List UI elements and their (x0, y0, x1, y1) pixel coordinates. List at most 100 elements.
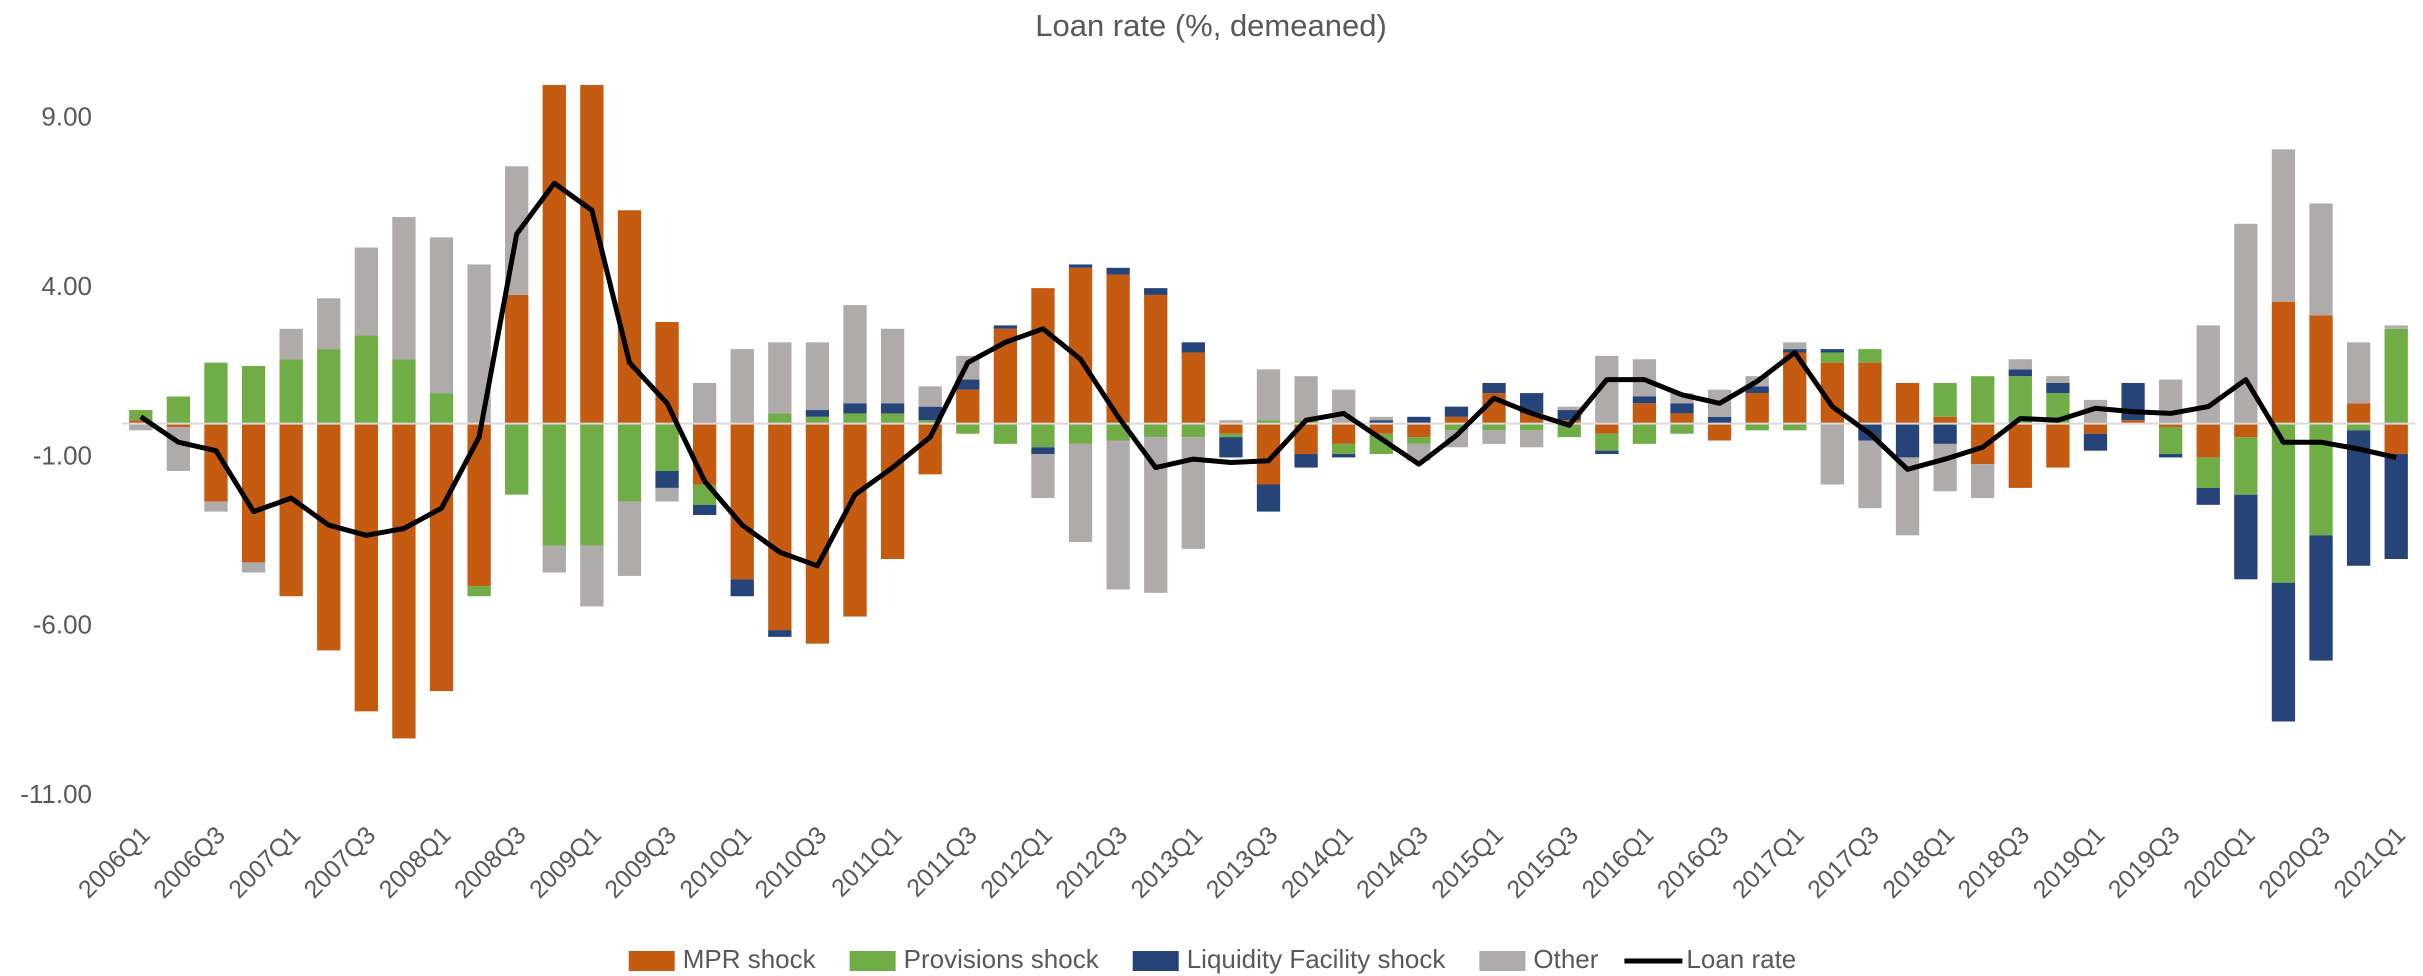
bar (805, 423, 830, 644)
bar (2234, 223, 2258, 424)
bar (1482, 423, 1506, 431)
bar (805, 410, 830, 417)
x-tick-label: 2008Q1 (374, 821, 457, 904)
bar (805, 416, 830, 424)
bar (1557, 406, 1581, 411)
x-tick-label: 2007Q1 (223, 821, 306, 904)
bar (1031, 447, 1055, 455)
bar (354, 335, 378, 424)
bar (166, 396, 191, 424)
bar (1783, 352, 1807, 424)
bar (1933, 416, 1957, 424)
bar (2346, 403, 2371, 424)
bar (1783, 423, 1807, 431)
bar (1745, 386, 1769, 394)
bar (692, 382, 717, 424)
bar (2346, 342, 2371, 404)
bar (1332, 454, 1356, 458)
x-tick-label: 2010Q1 (674, 821, 757, 904)
bar (1595, 355, 1619, 424)
bar (1482, 382, 1506, 394)
x-tick-label: 2021Q1 (2328, 821, 2411, 904)
chart-title: Loan rate (%, demeaned) (1035, 8, 1387, 43)
bar (1144, 437, 1168, 593)
bar (1971, 376, 1995, 424)
x-tick-label: 2006Q3 (148, 821, 231, 904)
bar (956, 423, 980, 434)
bar (880, 423, 905, 559)
bar (1895, 457, 1920, 536)
bar (1106, 440, 1130, 590)
bar (918, 406, 942, 421)
bar (1256, 369, 1281, 421)
bar (768, 413, 792, 424)
bar (2083, 399, 2108, 424)
x-tick-label: 2015Q3 (1501, 821, 1584, 904)
bar (1707, 423, 1732, 441)
bar (1219, 433, 1243, 438)
bar (843, 413, 867, 424)
bar (1256, 423, 1281, 485)
bar (580, 423, 604, 546)
bar (2196, 457, 2220, 488)
bar (2271, 423, 2296, 583)
bar (1144, 423, 1168, 438)
bar (1632, 396, 1657, 404)
legend-swatch (849, 951, 896, 971)
bar (392, 423, 416, 739)
bar (843, 403, 867, 414)
bar (1407, 416, 1431, 424)
bar (956, 389, 980, 424)
bar (2384, 423, 2408, 455)
bar (2008, 369, 2032, 377)
bar (429, 423, 454, 692)
x-tick-label: 2007Q3 (299, 821, 382, 904)
bar (1632, 423, 1657, 444)
bar (1106, 274, 1130, 424)
bar (730, 579, 754, 597)
bar (2309, 535, 2333, 661)
bar (1895, 423, 1920, 458)
x-tick-label: 2013Q3 (1201, 821, 1284, 904)
bar (1144, 294, 1168, 424)
bar (1933, 382, 1957, 417)
bar (1181, 352, 1205, 424)
legend-swatch (628, 951, 675, 971)
bar (1294, 454, 1318, 468)
bar (505, 423, 529, 495)
bar (617, 423, 642, 502)
bar (2121, 420, 2145, 424)
bar (166, 423, 191, 427)
bar (354, 423, 378, 712)
bar (1106, 267, 1130, 275)
bar (1745, 393, 1769, 424)
bar (2384, 454, 2408, 559)
bar (1595, 450, 1619, 455)
bar (429, 393, 454, 424)
bar (467, 423, 491, 587)
bar (429, 237, 454, 394)
bar (2271, 149, 2296, 302)
bar (1219, 423, 1243, 434)
bar (467, 264, 491, 424)
bar (1519, 430, 1544, 448)
bar (768, 342, 792, 414)
bar (1670, 403, 1694, 414)
x-tick-label: 2010Q3 (750, 821, 833, 904)
bar (1519, 413, 1544, 424)
x-tick-label: 2015Q1 (1426, 821, 1509, 904)
bar (1858, 349, 1882, 363)
x-tick-label: 2011Q3 (901, 821, 982, 902)
bar (354, 247, 378, 336)
x-tick-label: 2012Q1 (975, 821, 1058, 904)
line (139, 180, 2397, 569)
bar (2008, 359, 2032, 370)
bar (129, 410, 153, 421)
bar (2271, 301, 2296, 424)
bar (918, 423, 942, 475)
bar (2384, 325, 2408, 329)
x-tick-label: 2012Q3 (1050, 821, 1133, 904)
bar (2196, 325, 2220, 424)
x-tick-label: 2008Q3 (449, 821, 532, 904)
bar (2346, 423, 2371, 431)
